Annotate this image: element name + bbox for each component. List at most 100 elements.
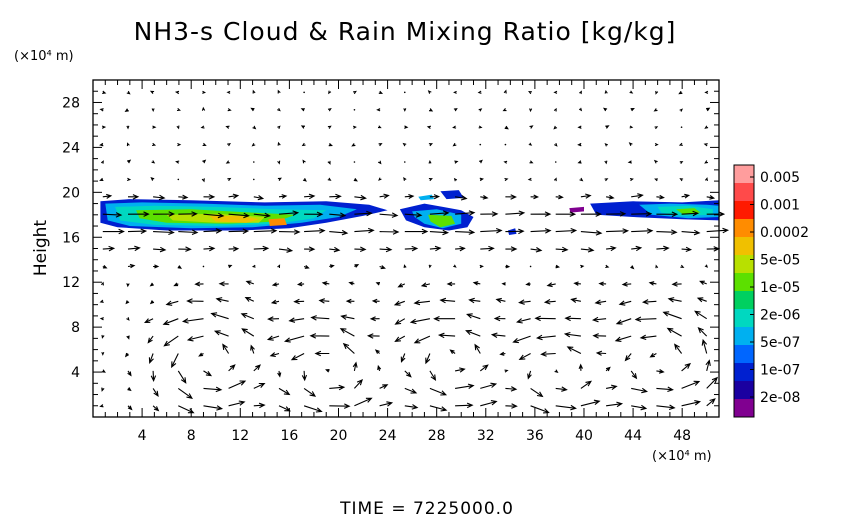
wind-vector <box>203 386 223 393</box>
wind-vector-field <box>99 89 730 414</box>
wind-vector <box>203 212 225 219</box>
wind-vector <box>429 405 448 412</box>
wind-vector <box>648 281 657 286</box>
wind-vector <box>530 194 540 200</box>
wind-vector <box>153 229 175 236</box>
wind-vector <box>631 228 654 234</box>
wind-vector <box>618 300 632 306</box>
wind-vector <box>174 90 180 95</box>
wind-vector <box>283 335 305 343</box>
colorbar-swatch <box>734 183 754 202</box>
wind-vector <box>656 369 665 374</box>
wind-vector <box>143 318 154 323</box>
wind-vector <box>171 353 179 369</box>
time-value: 7225000.0 <box>413 499 514 519</box>
wind-vector <box>426 125 432 129</box>
x-tick-label: 12 <box>231 428 249 444</box>
wind-vector <box>278 405 292 412</box>
wind-vector <box>699 280 707 285</box>
wind-vector <box>479 264 484 269</box>
wind-vector <box>278 229 301 235</box>
wind-vector <box>555 404 577 411</box>
wind-vector <box>530 387 544 398</box>
wind-vector <box>102 212 123 218</box>
wind-vector <box>504 125 509 130</box>
wind-vector <box>653 159 658 164</box>
wind-vector <box>629 90 634 94</box>
cloud-fragment <box>569 206 584 213</box>
wind-vector <box>427 90 432 94</box>
wind-vector <box>605 125 610 129</box>
wind-vector <box>394 318 406 325</box>
wind-vector <box>706 211 726 217</box>
wind-vector <box>595 350 607 356</box>
y-axis-unit: (×10⁴ m) <box>14 49 74 64</box>
wind-vector <box>631 193 644 199</box>
wind-vector <box>706 398 716 407</box>
wind-vector <box>271 282 280 287</box>
wind-vector <box>404 212 423 218</box>
wind-vector <box>126 142 130 147</box>
colorbar-swatch <box>734 165 754 184</box>
wind-vector <box>100 281 104 286</box>
wind-vector <box>202 90 207 94</box>
wind-vector <box>529 108 533 113</box>
wind-vector <box>403 161 406 163</box>
wind-vector <box>656 211 679 218</box>
wind-vector <box>630 370 638 380</box>
wind-vector <box>455 210 476 216</box>
wind-vector <box>203 194 216 200</box>
wind-vector <box>151 160 156 164</box>
wind-vector <box>580 264 585 269</box>
wind-vector <box>555 194 564 200</box>
wind-vector <box>277 141 281 146</box>
wind-vector <box>203 228 223 234</box>
wind-vector <box>404 245 419 252</box>
wind-vector <box>667 297 682 303</box>
wind-vector <box>413 335 431 344</box>
y-tick-label: 20 <box>62 185 80 201</box>
wind-vector <box>474 343 481 354</box>
wind-vector <box>329 403 351 409</box>
wind-vector <box>673 343 683 354</box>
wind-vector <box>540 351 556 357</box>
y-tick-label: 8 <box>71 320 80 336</box>
wind-vector <box>366 333 380 339</box>
wind-vector <box>227 142 231 147</box>
wind-vector <box>404 125 409 129</box>
wind-vector <box>404 228 429 235</box>
wind-vector <box>379 401 394 407</box>
y-tick-label: 12 <box>62 275 80 291</box>
wind-vector <box>353 161 356 163</box>
wind-vector <box>153 211 176 217</box>
wind-vector <box>630 108 635 112</box>
wind-vector <box>654 143 659 147</box>
cloud-contour-0.0002 <box>209 215 259 223</box>
wind-vector <box>354 264 360 268</box>
wind-vector <box>680 264 685 268</box>
wind-vector <box>329 384 346 391</box>
wind-vector <box>656 229 678 235</box>
wind-vector <box>680 126 683 128</box>
wind-vector <box>577 142 582 147</box>
wind-vector <box>678 90 683 95</box>
wind-vector <box>553 177 557 182</box>
wind-vector <box>429 370 437 382</box>
wind-vector <box>449 349 456 354</box>
wind-vector <box>374 349 380 354</box>
time-readout: TIME = 7225000.0 <box>339 499 514 519</box>
wind-vector <box>705 359 711 372</box>
wind-vector <box>704 160 709 164</box>
wind-vector <box>563 331 581 338</box>
wind-vector <box>499 351 506 356</box>
wind-vector <box>327 177 332 181</box>
y-axis-label: Height <box>31 220 51 277</box>
wind-vector <box>402 142 407 147</box>
wind-vector <box>288 317 305 323</box>
wind-vector <box>455 245 466 252</box>
colorbar-label: 0.0002 <box>760 225 809 241</box>
wind-vector <box>580 193 592 199</box>
colorbar-swatch <box>734 399 754 418</box>
wind-vector <box>277 370 282 378</box>
